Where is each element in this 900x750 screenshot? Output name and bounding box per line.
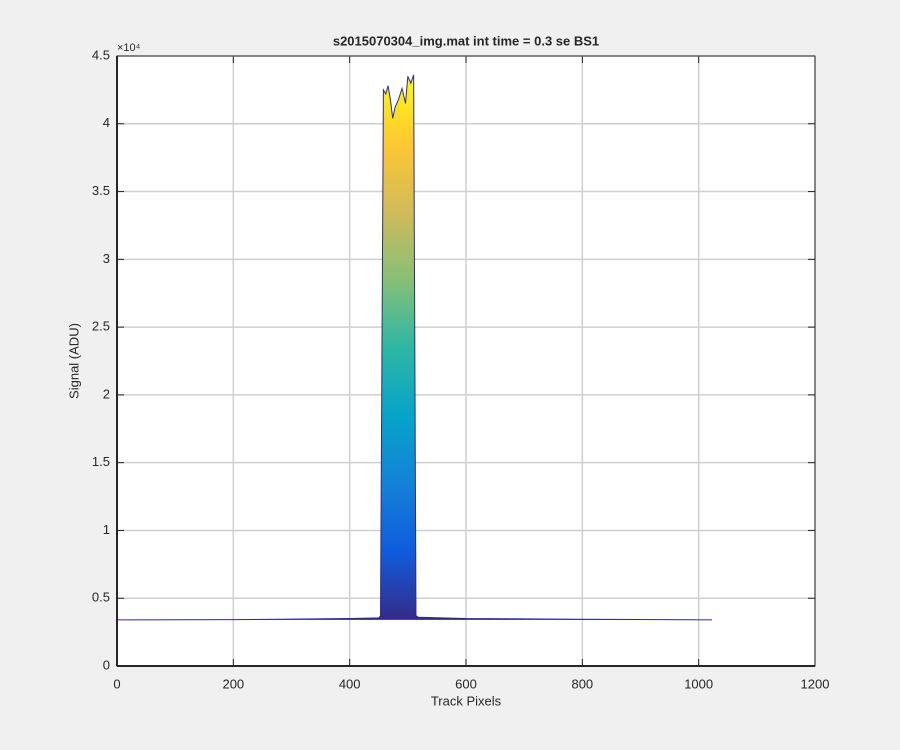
y-tick-label: 4 <box>103 115 110 130</box>
y-tick-label: 1.5 <box>92 454 110 469</box>
y-axis-label: Signal (ADU) <box>66 323 81 399</box>
y-exponent-label: ×10⁴ <box>117 42 141 54</box>
y-tick-label: 0 <box>103 657 110 672</box>
chart-title: s2015070304_img.mat int time = 0.3 se BS… <box>333 33 599 48</box>
y-tick-label: 1 <box>103 522 110 537</box>
y-tick-label: 2.5 <box>92 319 110 334</box>
x-tick-label: 200 <box>222 676 244 691</box>
x-tick-label: 400 <box>339 676 361 691</box>
y-tick-label: 4.5 <box>92 47 110 62</box>
x-tick-label: 1200 <box>801 676 830 691</box>
y-tick-label: 3.5 <box>92 183 110 198</box>
x-axis-label: Track Pixels <box>431 693 502 708</box>
y-tick-label: 2 <box>103 386 110 401</box>
x-tick-label: 600 <box>455 676 477 691</box>
x-tick-label: 0 <box>113 676 120 691</box>
x-tick-label: 1000 <box>684 676 713 691</box>
y-tick-label: 3 <box>103 251 110 266</box>
y-tick-label: 0.5 <box>92 590 110 605</box>
line <box>116 74 713 621</box>
x-tick-label: 800 <box>571 676 593 691</box>
